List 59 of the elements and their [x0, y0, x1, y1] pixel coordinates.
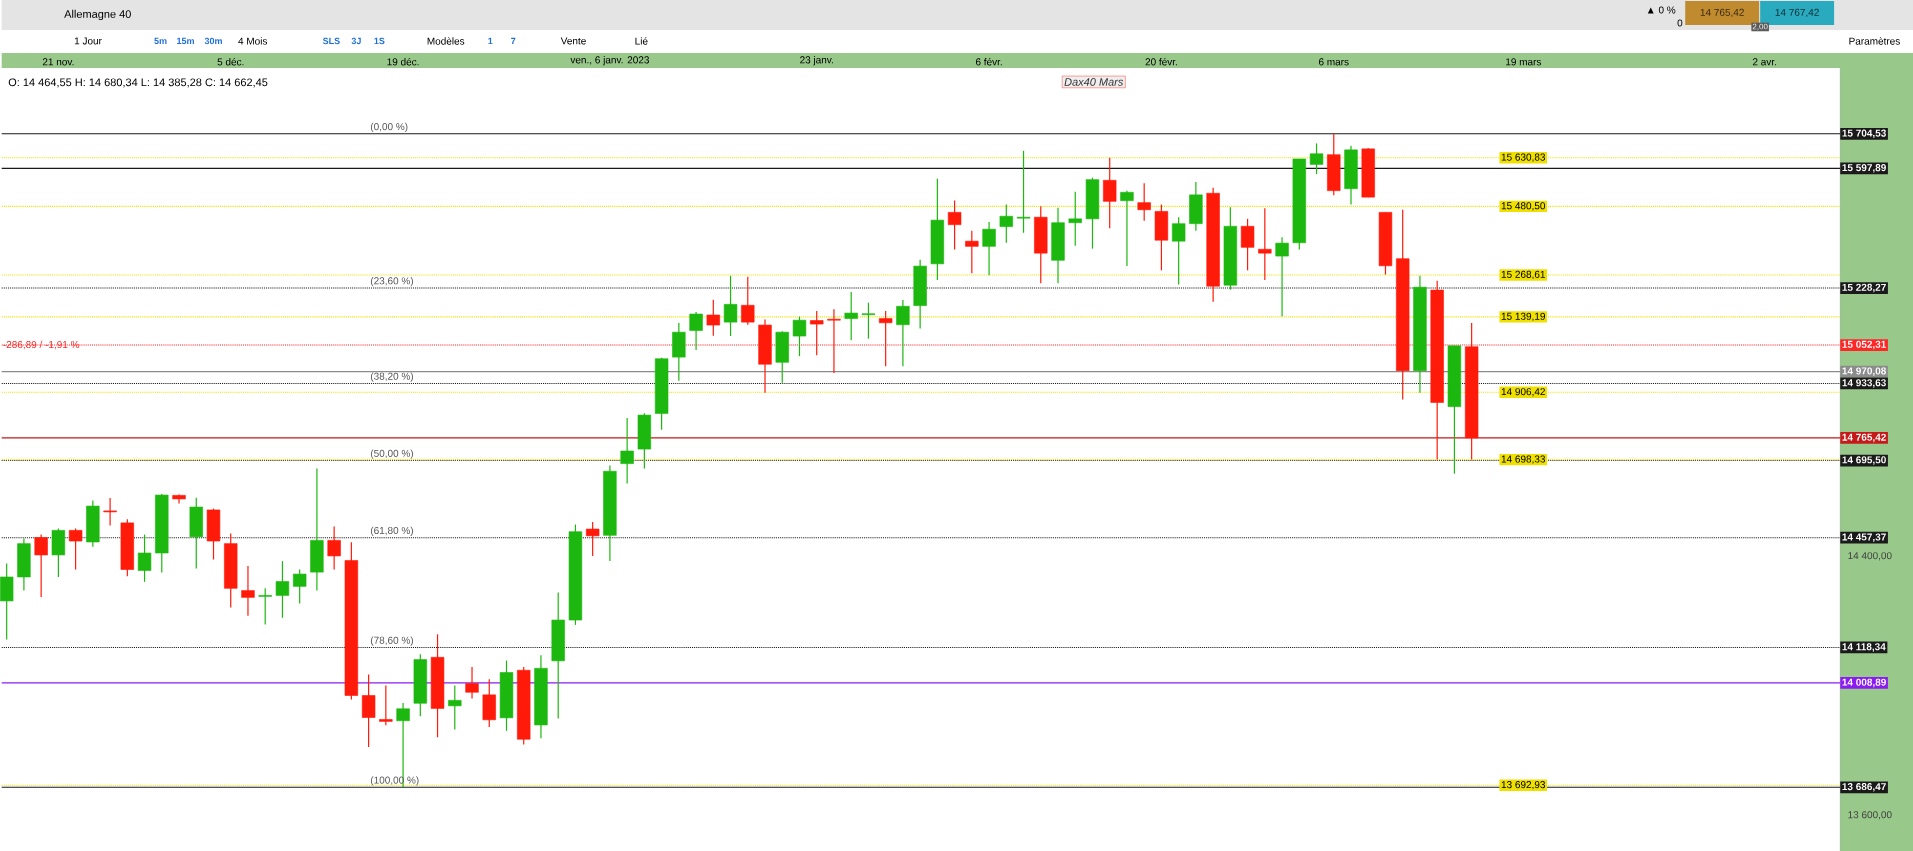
text: 5m — [154, 37, 167, 44]
x-tick-label: 6 févr. — [975, 57, 1002, 66]
x-tick-label: 23 janv. — [800, 55, 833, 66]
chart-title: Allemagne 40 — [64, 9, 131, 20]
ref-line-label: 15 228,27 — [1842, 283, 1886, 293]
text: 14 765,42 — [1700, 8, 1744, 17]
text: 30m — [204, 37, 222, 44]
ref-line-label: 13 686,47 — [1842, 782, 1886, 792]
ref-line-label: 15 268,61 — [1501, 270, 1545, 279]
text: Modèles — [427, 37, 465, 45]
annotation: (23,60 %) — [370, 276, 413, 287]
text: O: 14 464,55 H: 14 680,34 L: 14 385,28 C: 14 662,45 — [8, 78, 268, 88]
ref-line-label: 14 933,63 — [1842, 378, 1886, 388]
x-tick-label: ven., 6 janv. 2023 — [570, 55, 649, 66]
ref-line-label: 13 692,93 — [1501, 780, 1546, 790]
text: Paramètres — [1849, 37, 1900, 45]
x-tick-label: 20 févr. — [1145, 57, 1177, 66]
ref-line-label: 14 970,08 — [1842, 367, 1886, 376]
annotation: (78,60 %) — [370, 636, 413, 646]
text: 14 767,42 — [1775, 8, 1819, 17]
ref-line-label: 15 630,83 — [1501, 153, 1546, 162]
annotation: (61,80 %) — [370, 526, 413, 536]
x-tick-label: 19 déc. — [387, 57, 419, 66]
ref-line-label: 15 139,19 — [1501, 312, 1545, 321]
text: Vente — [560, 37, 586, 45]
ref-line-label: 14 118,34 — [1842, 642, 1886, 652]
text: Lié — [635, 37, 648, 45]
text: ▲ 0 % — [1647, 6, 1676, 14]
ref-line-label: 14 457,37 — [1842, 533, 1886, 542]
ref-line-label: 15 052,31 — [1842, 340, 1887, 350]
annotation: (38,20 %) — [370, 372, 413, 382]
annotation: -286,89 / -1,91 % — [3, 340, 80, 350]
ref-line-label: 14 906,42 — [1501, 387, 1545, 397]
x-tick-label: 5 déc. — [217, 57, 244, 66]
ref-line-label: 14 765,42 — [1842, 433, 1886, 442]
y-tick-label: 13 600,00 — [1848, 810, 1892, 820]
x-tick-label: 6 mars — [1319, 58, 1349, 66]
text: 1 — [488, 37, 493, 44]
annotation: (0,00 %) — [370, 122, 408, 132]
annotation: Dax40 Mars — [1064, 77, 1124, 86]
x-tick-label: 2 avr. — [1752, 58, 1776, 66]
ref-line-label: 14 008,89 — [1842, 678, 1886, 687]
ref-line-label: 14 698,33 — [1501, 455, 1546, 464]
ref-line-label: 14 695,50 — [1842, 456, 1886, 465]
text: 4 Mois — [238, 37, 268, 45]
text: 3J — [351, 37, 361, 44]
text: 1S — [374, 37, 385, 44]
text: 1 Jour — [74, 37, 102, 45]
text: 15m — [177, 37, 194, 44]
x-tick-label: 21 nov. — [42, 58, 74, 66]
ref-line-label: 15 480,50 — [1501, 202, 1546, 211]
text: SLS — [322, 37, 340, 44]
annotation: (50,00 %) — [370, 449, 413, 459]
ref-line-label: 15 704,53 — [1842, 129, 1886, 138]
text: 0 — [1677, 19, 1683, 27]
x-tick-label: 19 mars — [1506, 58, 1542, 66]
text: 7 — [511, 37, 516, 44]
y-tick-label: 14 400,00 — [1848, 551, 1892, 561]
ref-line-label: 15 597,89 — [1842, 163, 1886, 173]
